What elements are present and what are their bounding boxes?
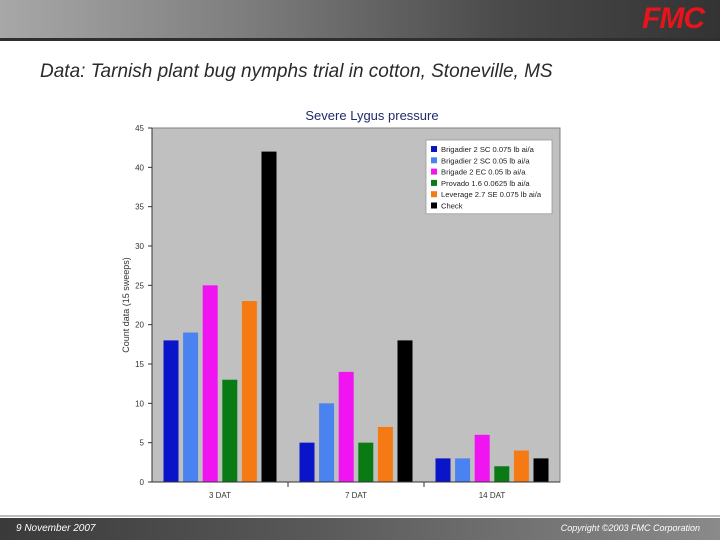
y-tick-label: 20 xyxy=(135,321,144,330)
footer-bar xyxy=(0,518,720,540)
y-tick-label: 40 xyxy=(135,163,144,172)
footer-divider xyxy=(0,515,720,517)
y-axis-label: Count data (15 sweeps) xyxy=(121,257,131,353)
legend-label: Check xyxy=(441,202,463,211)
slide-title: Data: Tarnish plant bug nymphs trial in … xyxy=(40,61,553,82)
bar xyxy=(261,151,277,482)
y-tick-label: 35 xyxy=(135,203,144,212)
y-tick-label: 25 xyxy=(135,281,144,290)
y-tick-label: 45 xyxy=(135,124,144,133)
header-divider xyxy=(0,38,720,41)
bar xyxy=(163,340,179,482)
legend-swatch xyxy=(431,179,437,186)
legend-swatch xyxy=(431,202,437,209)
fmc-logo: FMC xyxy=(642,2,705,35)
y-tick-label: 30 xyxy=(135,242,144,251)
bar xyxy=(455,458,471,482)
legend-swatch xyxy=(431,157,437,164)
legend-label: Leverage 2.7 SE 0.075 lb ai/a xyxy=(441,190,542,199)
header-bar xyxy=(0,0,720,38)
y-tick-label: 10 xyxy=(135,399,144,408)
footer-date: 9 November 2007 xyxy=(16,523,96,534)
bar xyxy=(241,301,257,482)
bar xyxy=(358,442,374,482)
legend-box xyxy=(425,139,553,215)
legend-swatch xyxy=(431,191,437,198)
x-tick-label: 14 DAT xyxy=(479,491,506,500)
bar xyxy=(494,466,510,482)
bar xyxy=(513,450,529,482)
legend-swatch xyxy=(431,168,437,175)
legend-label: Brigade 2 EC 0.05 lb ai/a xyxy=(441,168,526,177)
y-tick-label: 5 xyxy=(140,439,145,448)
y-tick-label: 15 xyxy=(135,360,144,369)
legend-label: Brigadier 2 SC 0.05 lb ai/a xyxy=(441,156,530,165)
bar xyxy=(338,371,354,482)
legend-label: Provado 1.6 0.0625 lb ai/a xyxy=(441,179,530,188)
bar xyxy=(299,442,315,482)
chart-title: Severe Lygus pressure xyxy=(305,108,439,123)
bar xyxy=(319,403,335,482)
bar xyxy=(222,379,238,482)
bar xyxy=(397,340,413,482)
bar xyxy=(533,458,549,482)
bar xyxy=(435,458,451,482)
bar xyxy=(202,285,218,482)
legend-label: Brigadier 2 SC 0.075 lb ai/a xyxy=(441,145,535,154)
chart-title-wrap: Severe Lygus pressure xyxy=(0,108,720,123)
x-tick-label: 7 DAT xyxy=(345,491,367,500)
bar xyxy=(183,332,199,482)
footer-copyright: Copyright ©2003 FMC Corporation xyxy=(560,523,700,533)
bar xyxy=(474,434,490,482)
bar-chart: 0 5 10 15 20 25 30 35 40 45 Count data (15 sweeps)… xyxy=(121,124,561,500)
bar xyxy=(377,426,393,482)
legend-swatch xyxy=(431,146,437,152)
x-tick-label: 3 DAT xyxy=(209,491,231,500)
y-tick-label: 0 xyxy=(140,478,145,487)
